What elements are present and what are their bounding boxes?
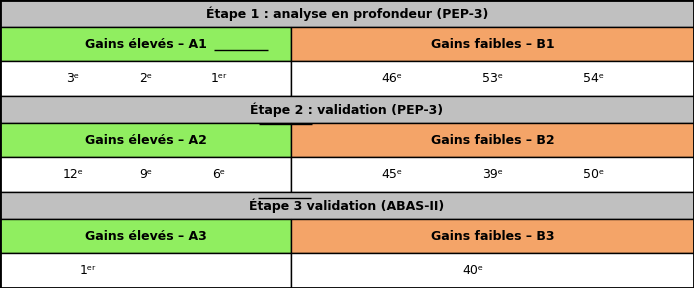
Text: 1ᵉʳ: 1ᵉʳ xyxy=(210,72,227,85)
Text: 12ᵉ: 12ᵉ xyxy=(62,168,83,181)
Text: 3ᵉ: 3ᵉ xyxy=(67,72,79,85)
Bar xyxy=(0,192,694,219)
Text: 9ᵉ: 9ᵉ xyxy=(139,168,152,181)
Text: 46ᵉ: 46ᵉ xyxy=(382,72,403,85)
Text: 1ᵉʳ: 1ᵉʳ xyxy=(79,264,96,277)
Text: Gains faibles – B3: Gains faibles – B3 xyxy=(431,230,555,243)
Bar xyxy=(291,253,694,288)
Text: Étape 1 : analyse en profondeur (PEP-3): Étape 1 : analyse en profondeur (PEP-3) xyxy=(206,6,488,21)
Text: 39ᵉ: 39ᵉ xyxy=(482,168,503,181)
Text: Gains faibles – B1: Gains faibles – B1 xyxy=(431,38,555,51)
Bar xyxy=(291,158,694,192)
Text: Étape 3 validation (ABAS-II): Étape 3 validation (ABAS-II) xyxy=(249,198,445,213)
Text: Gains faibles – B2: Gains faibles – B2 xyxy=(431,134,555,147)
Bar xyxy=(0,27,291,61)
Text: 50ᵉ: 50ᵉ xyxy=(583,168,604,181)
Bar xyxy=(0,96,694,123)
Bar xyxy=(291,219,694,253)
Text: 53ᵉ: 53ᵉ xyxy=(482,72,503,85)
Text: 54ᵉ: 54ᵉ xyxy=(583,72,604,85)
Text: Gains élevés – A2: Gains élevés – A2 xyxy=(85,134,207,147)
Bar xyxy=(0,158,291,192)
Bar xyxy=(0,253,291,288)
Text: 45ᵉ: 45ᵉ xyxy=(382,168,403,181)
Bar xyxy=(291,61,694,96)
Text: 6ᵉ: 6ᵉ xyxy=(212,168,225,181)
Text: 2ᵉ: 2ᵉ xyxy=(139,72,152,85)
Bar xyxy=(0,123,291,158)
Bar xyxy=(0,61,291,96)
Text: Gains élevés – A1: Gains élevés – A1 xyxy=(85,38,207,51)
Bar xyxy=(291,123,694,158)
Bar xyxy=(0,0,694,27)
Text: 40ᵉ: 40ᵉ xyxy=(462,264,483,277)
Text: Étape 2 : validation (PEP-3): Étape 2 : validation (PEP-3) xyxy=(251,103,443,117)
Text: Gains élevés – A3: Gains élevés – A3 xyxy=(85,230,207,243)
Bar xyxy=(291,27,694,61)
Bar xyxy=(0,219,291,253)
